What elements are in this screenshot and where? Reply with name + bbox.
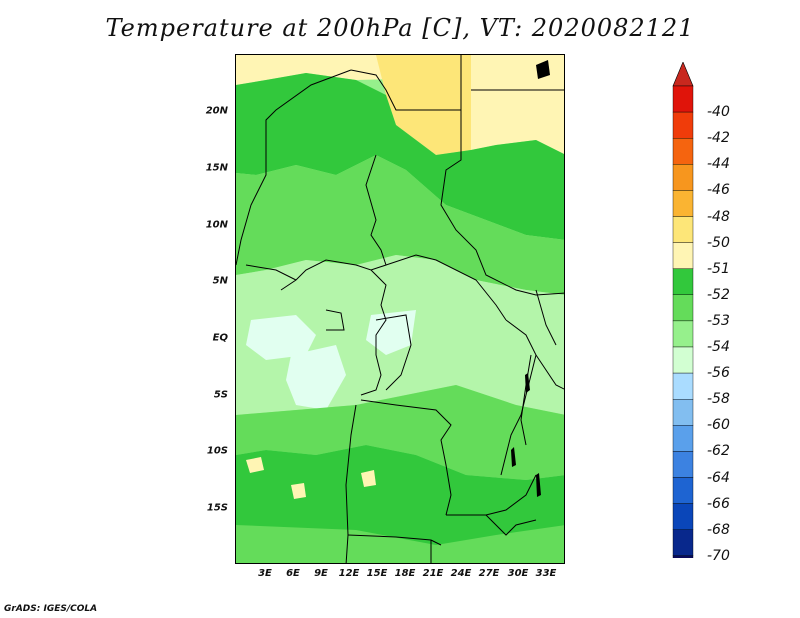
colorbar-label: -56: [707, 365, 730, 382]
colorbar-segment: [672, 111, 694, 139]
colorbar-label: -70: [707, 547, 730, 564]
border-line-zambia: [446, 474, 537, 516]
lat-tick-label: EQ: [212, 332, 228, 344]
colorbar: [672, 62, 694, 558]
lat-tick-label: 5S: [213, 389, 228, 401]
border-line-chad-sudan: [440, 110, 564, 296]
border-line-lakes-east: [520, 354, 532, 446]
border-line-nigeria-south: [245, 264, 297, 281]
field-north-dark-green: [236, 73, 564, 240]
border-line-libya: [350, 55, 462, 111]
red-sea-mark: [536, 60, 550, 79]
colorbar-label: -44: [707, 156, 730, 173]
colorbar-segment: [672, 85, 694, 113]
lon-tick-label: 24E: [450, 568, 472, 579]
colorbar-label: -51: [707, 260, 730, 277]
border-line-west: [236, 69, 352, 266]
lat-tick-label: 20N: [205, 105, 228, 117]
colorbar-label: -68: [707, 521, 730, 538]
field-yellow-pocket-2: [361, 470, 376, 487]
field-cyan-patch-west: [246, 315, 316, 360]
field-far-south-mid-green: [236, 525, 564, 563]
border-line-car: [385, 254, 507, 321]
colorbar-label: -58: [707, 391, 730, 408]
field-north-warm-yellow: [376, 55, 471, 155]
temperature-field-map: [236, 55, 564, 563]
lake-victoria-mark: [525, 373, 530, 393]
lon-tick-label: 6E: [286, 568, 300, 579]
colorbar-label: -54: [707, 339, 730, 355]
colorbar-segment: [672, 242, 694, 269]
colorbar-segment: [672, 451, 694, 478]
border-line-angola-west: [345, 404, 357, 563]
lon-tick-label: 33E: [535, 568, 557, 579]
border-line-angola-drc: [360, 399, 452, 516]
lat-tick-label: 15S: [206, 502, 228, 514]
colorbar-segment: [672, 503, 694, 530]
colorbar-segment: [672, 529, 694, 557]
colorbar-segment: [672, 268, 694, 295]
colorbar-segment: [672, 346, 694, 374]
lon-tick-label: 15E: [366, 568, 388, 579]
colorbar-label: -42: [707, 130, 730, 147]
colorbar-segment: [672, 372, 694, 400]
lon-tick-label: 27E: [478, 568, 500, 579]
colorbar-segment: [672, 164, 694, 191]
lat-tick-label: 10N: [205, 219, 228, 231]
lon-tick-label: 12E: [338, 568, 360, 579]
colorbar-segment: [672, 190, 694, 217]
colorbar-segment: [672, 477, 694, 504]
country-borders: [236, 55, 564, 563]
colorbar-segment: [672, 216, 694, 243]
border-line-angola-namibia: [347, 534, 442, 546]
field-south-mid-green: [236, 385, 564, 480]
border-line-kenya: [535, 354, 564, 390]
field-cyan-patch-central: [366, 310, 416, 355]
field-yellow-pocket-3: [291, 483, 306, 499]
lakes: [511, 60, 550, 497]
colorbar-segment: [672, 320, 694, 348]
lon-tick-label: 3E: [258, 568, 272, 579]
border-line-zimbabwe: [485, 514, 537, 536]
colorbar-label: -40: [707, 104, 730, 121]
colorbar-label: -52: [707, 286, 730, 303]
border-line-chad-nigeria: [280, 154, 387, 291]
lat-tick-label: 10S: [206, 445, 228, 457]
lon-tick-label: 30E: [507, 568, 529, 579]
field-cyan-patch-southwest: [286, 345, 346, 410]
border-line-gabon: [325, 309, 345, 331]
field-north-mid-green: [236, 155, 564, 295]
field-yellow-pocket-1: [246, 457, 264, 473]
lon-tick-label: 18E: [394, 568, 416, 579]
colorbar-upper-triangle: [672, 62, 694, 87]
colorbar-label: -64: [707, 469, 730, 486]
border-line-drc-east: [500, 319, 537, 476]
colorbar-segment: [672, 137, 694, 165]
field-northeast-yellow: [471, 55, 564, 154]
lake-malawi-mark: [536, 473, 541, 497]
colorbar-segment: [672, 425, 694, 452]
lake-tanganyika-mark: [511, 447, 516, 467]
colorbar-label: -46: [707, 182, 730, 199]
colorbar-label: -66: [707, 495, 730, 512]
lon-tick-label: 21E: [422, 568, 444, 579]
colorbar-label: -62: [707, 443, 730, 460]
map-panel: [235, 54, 565, 564]
colorbar-segment: [672, 294, 694, 322]
border-line-ethiopia: [535, 289, 557, 346]
colorbar-segment: [672, 399, 694, 426]
lon-tick-label: 9E: [314, 568, 328, 579]
colorbar-label: -48: [707, 208, 730, 225]
colorbar-label: -53: [707, 312, 730, 329]
border-line-drc-west: [375, 314, 412, 391]
grads-credit: GrADS: IGES/COLA: [4, 604, 98, 614]
colorbar-label: -60: [707, 417, 730, 434]
colorbar-label: -50: [707, 234, 730, 251]
colorbar-segment: [672, 555, 694, 558]
lat-tick-label: 15N: [205, 162, 228, 174]
chart-title: Temperature at 200hPa [C], VT: 202008212…: [105, 14, 695, 42]
border-line-congo: [360, 269, 387, 396]
lat-tick-label: 5N: [212, 275, 228, 287]
